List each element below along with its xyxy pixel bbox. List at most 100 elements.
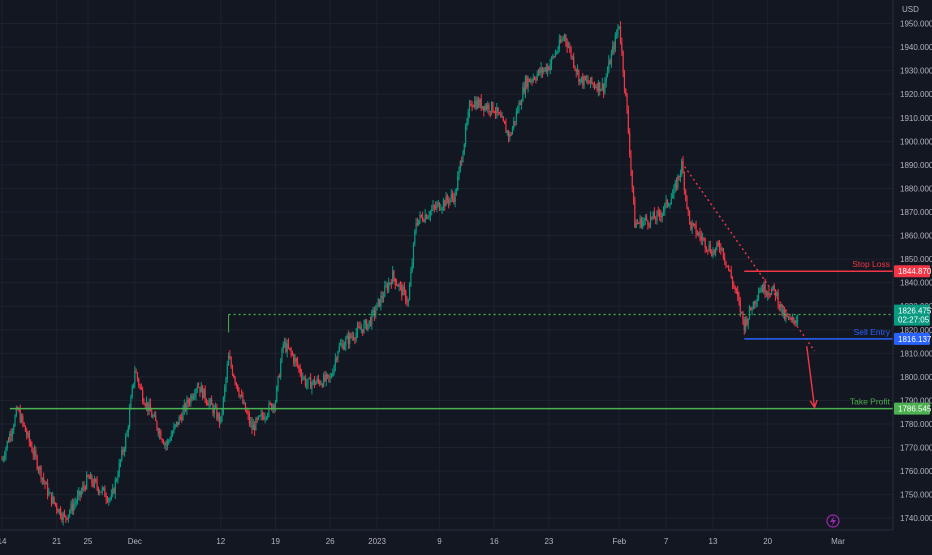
- candle-body: [53, 496, 55, 503]
- candle-body: [491, 102, 493, 113]
- candle-body: [515, 111, 517, 122]
- candle-body: [58, 508, 60, 513]
- candle-body: [776, 292, 778, 296]
- candle-body: [30, 441, 32, 446]
- candle-body: [634, 200, 636, 228]
- candle-body: [731, 277, 734, 285]
- candle-body: [540, 67, 542, 74]
- candle-body: [664, 203, 666, 211]
- candle-body: [127, 427, 129, 433]
- candle-body: [567, 47, 570, 49]
- candle-body: [642, 221, 644, 228]
- candle-body: [247, 412, 249, 415]
- candle-body: [746, 319, 748, 325]
- candle-body: [35, 450, 37, 457]
- candle-body: [250, 422, 252, 424]
- candle-body: [455, 190, 458, 192]
- candle-body: [208, 402, 210, 406]
- candle-body: [743, 319, 745, 331]
- candle-body: [73, 504, 75, 511]
- candle-body: [502, 116, 504, 121]
- candle-body: [605, 76, 607, 83]
- candle-body: [625, 88, 627, 95]
- candle-body: [703, 238, 705, 240]
- candle-body: [770, 289, 773, 295]
- candle-body: [733, 284, 735, 287]
- candle-body: [358, 326, 360, 328]
- candle-body: [750, 307, 752, 310]
- candle-body: [608, 60, 610, 72]
- candle-body: [395, 284, 398, 286]
- candle-body: [698, 232, 700, 235]
- candle-body: [716, 242, 718, 248]
- candle-body: [734, 286, 736, 290]
- candle-body: [67, 514, 70, 520]
- candle-body: [424, 214, 426, 222]
- candle-body: [744, 319, 747, 331]
- candle-body: [531, 80, 533, 82]
- candle-body: [690, 222, 692, 230]
- candle-body: [764, 283, 766, 295]
- candle-body: [386, 285, 389, 291]
- candle-body: [752, 301, 754, 310]
- candle-body: [296, 361, 299, 367]
- y-tick-label: 1870.000: [900, 208, 932, 217]
- candle-body: [289, 348, 291, 350]
- candle-body: [773, 285, 775, 290]
- candle-body: [683, 173, 685, 191]
- candle-body: [700, 236, 702, 240]
- candle-body: [192, 396, 195, 399]
- candle-body: [718, 244, 721, 249]
- candle-body: [182, 409, 184, 421]
- candle-body: [328, 374, 330, 378]
- candle-body: [489, 111, 491, 113]
- candle-body: [627, 110, 629, 133]
- y-tick-label: 1940.000: [900, 43, 932, 52]
- candle-body: [604, 82, 606, 93]
- candle-body: [356, 326, 359, 333]
- candle-body: [422, 216, 424, 221]
- candle-body: [714, 247, 717, 253]
- candle-body: [726, 265, 728, 267]
- x-tick-label: Dec: [128, 537, 142, 546]
- candle-body: [257, 415, 260, 420]
- candle-body: [464, 126, 467, 144]
- candle-body: [754, 301, 756, 305]
- candle-body: [728, 266, 730, 270]
- candle-body: [310, 377, 312, 389]
- lightning-icon[interactable]: [826, 514, 840, 528]
- candle-body: [492, 102, 494, 112]
- candle-body: [462, 153, 464, 162]
- candle-body: [1, 459, 3, 461]
- candle-body: [636, 222, 639, 224]
- x-tick-label: 14: [0, 537, 7, 546]
- candle-body: [19, 410, 21, 422]
- candle-body: [230, 358, 232, 367]
- candle-body: [89, 475, 92, 480]
- candle-body: [198, 387, 200, 389]
- candle-body: [143, 401, 145, 405]
- candle-body: [106, 499, 109, 502]
- candle-body: [33, 450, 36, 455]
- candle-body: [101, 488, 103, 492]
- candle-body: [494, 112, 497, 114]
- candle-body: [549, 64, 551, 71]
- candle-body: [576, 70, 579, 73]
- candle-body: [782, 309, 784, 315]
- candle-body: [685, 190, 687, 196]
- candle-body: [334, 358, 336, 366]
- candle-body: [666, 199, 669, 206]
- candle-body: [105, 496, 107, 500]
- candle-body: [547, 66, 549, 72]
- candle-body: [610, 53, 613, 65]
- candle-body: [420, 214, 422, 217]
- level-line-sell-entry-label: Sell Entry: [854, 327, 891, 337]
- candle-body: [39, 467, 41, 470]
- candle-body: [669, 204, 671, 206]
- candle-body: [630, 154, 632, 171]
- candle-body: [587, 79, 589, 83]
- candle-body: [118, 462, 120, 476]
- candle-body: [444, 200, 446, 207]
